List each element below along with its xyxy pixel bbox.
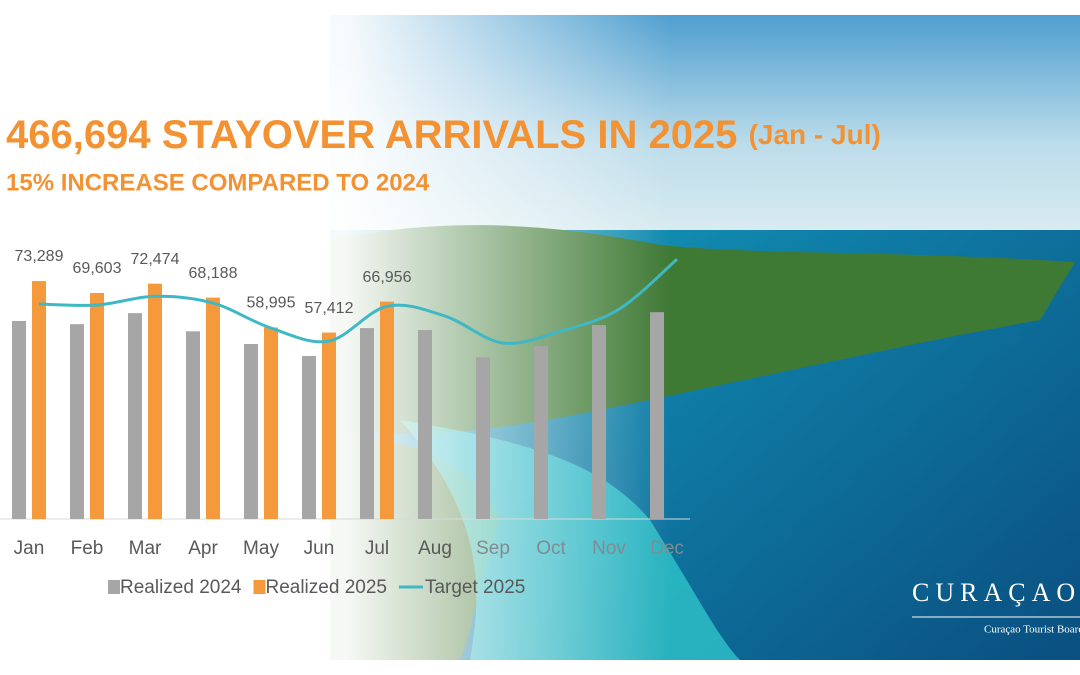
x-tick-label: Mar — [129, 538, 162, 559]
bar — [90, 292, 104, 519]
bar — [418, 330, 432, 519]
x-tick-label: Apr — [188, 538, 218, 559]
frame — [0, 0, 1080, 15]
logo: CURAÇAO — [912, 578, 1080, 607]
line — [38, 258, 678, 345]
legend-swatch — [108, 580, 120, 594]
title-note: (Jan - Jul) — [749, 119, 881, 150]
bar — [148, 283, 162, 519]
bar — [650, 312, 664, 519]
x-tick-label: May — [243, 538, 279, 559]
x-tick-label: Feb — [71, 538, 104, 559]
bar — [534, 346, 548, 519]
bar — [128, 313, 142, 519]
data-label: 73,289 — [15, 248, 64, 265]
subtitle: 15% INCREASE COMPARED TO 2024 — [6, 169, 430, 196]
title-main: 466,694 STAYOVER ARRIVALS IN 2025 — [6, 113, 737, 157]
bar — [70, 324, 84, 519]
title: 466,694 STAYOVER ARRIVALS IN 2025 (Jan -… — [6, 113, 881, 157]
x-tick-label: Nov — [592, 538, 626, 559]
x-tick-label: Aug — [418, 538, 452, 559]
x-tick-label: Dec — [650, 538, 684, 559]
bar — [244, 343, 258, 519]
frame — [0, 660, 1080, 675]
bar — [322, 332, 336, 519]
data-label: 66,956 — [363, 269, 412, 286]
bar — [186, 331, 200, 519]
legend-label: Realized 2024 — [120, 577, 242, 598]
bar — [360, 328, 374, 519]
bar — [380, 301, 394, 519]
x-tick-label: Sep — [476, 538, 510, 559]
bar — [206, 297, 220, 519]
bar — [476, 357, 490, 519]
data-label: 58,995 — [247, 295, 296, 312]
data-label: 68,188 — [189, 265, 238, 282]
legend-label: Target 2025 — [425, 577, 525, 598]
data-label: 69,603 — [73, 260, 122, 277]
bar — [592, 325, 606, 519]
x-tick-label: Jan — [14, 538, 45, 559]
x-tick-label: Oct — [536, 538, 566, 559]
legend-swatch — [253, 580, 266, 594]
bar — [264, 327, 278, 519]
x-tick-label: Jun — [304, 538, 335, 559]
logo-tagline: Curaçao Tourist Board — [984, 624, 1080, 636]
legend-label: Realized 2025 — [265, 577, 386, 598]
data-label: 57,412 — [305, 300, 354, 317]
bar — [302, 356, 316, 519]
bar — [32, 281, 46, 519]
bar — [12, 320, 26, 519]
data-label: 72,474 — [131, 251, 180, 268]
x-tick-label: Jul — [365, 538, 389, 559]
